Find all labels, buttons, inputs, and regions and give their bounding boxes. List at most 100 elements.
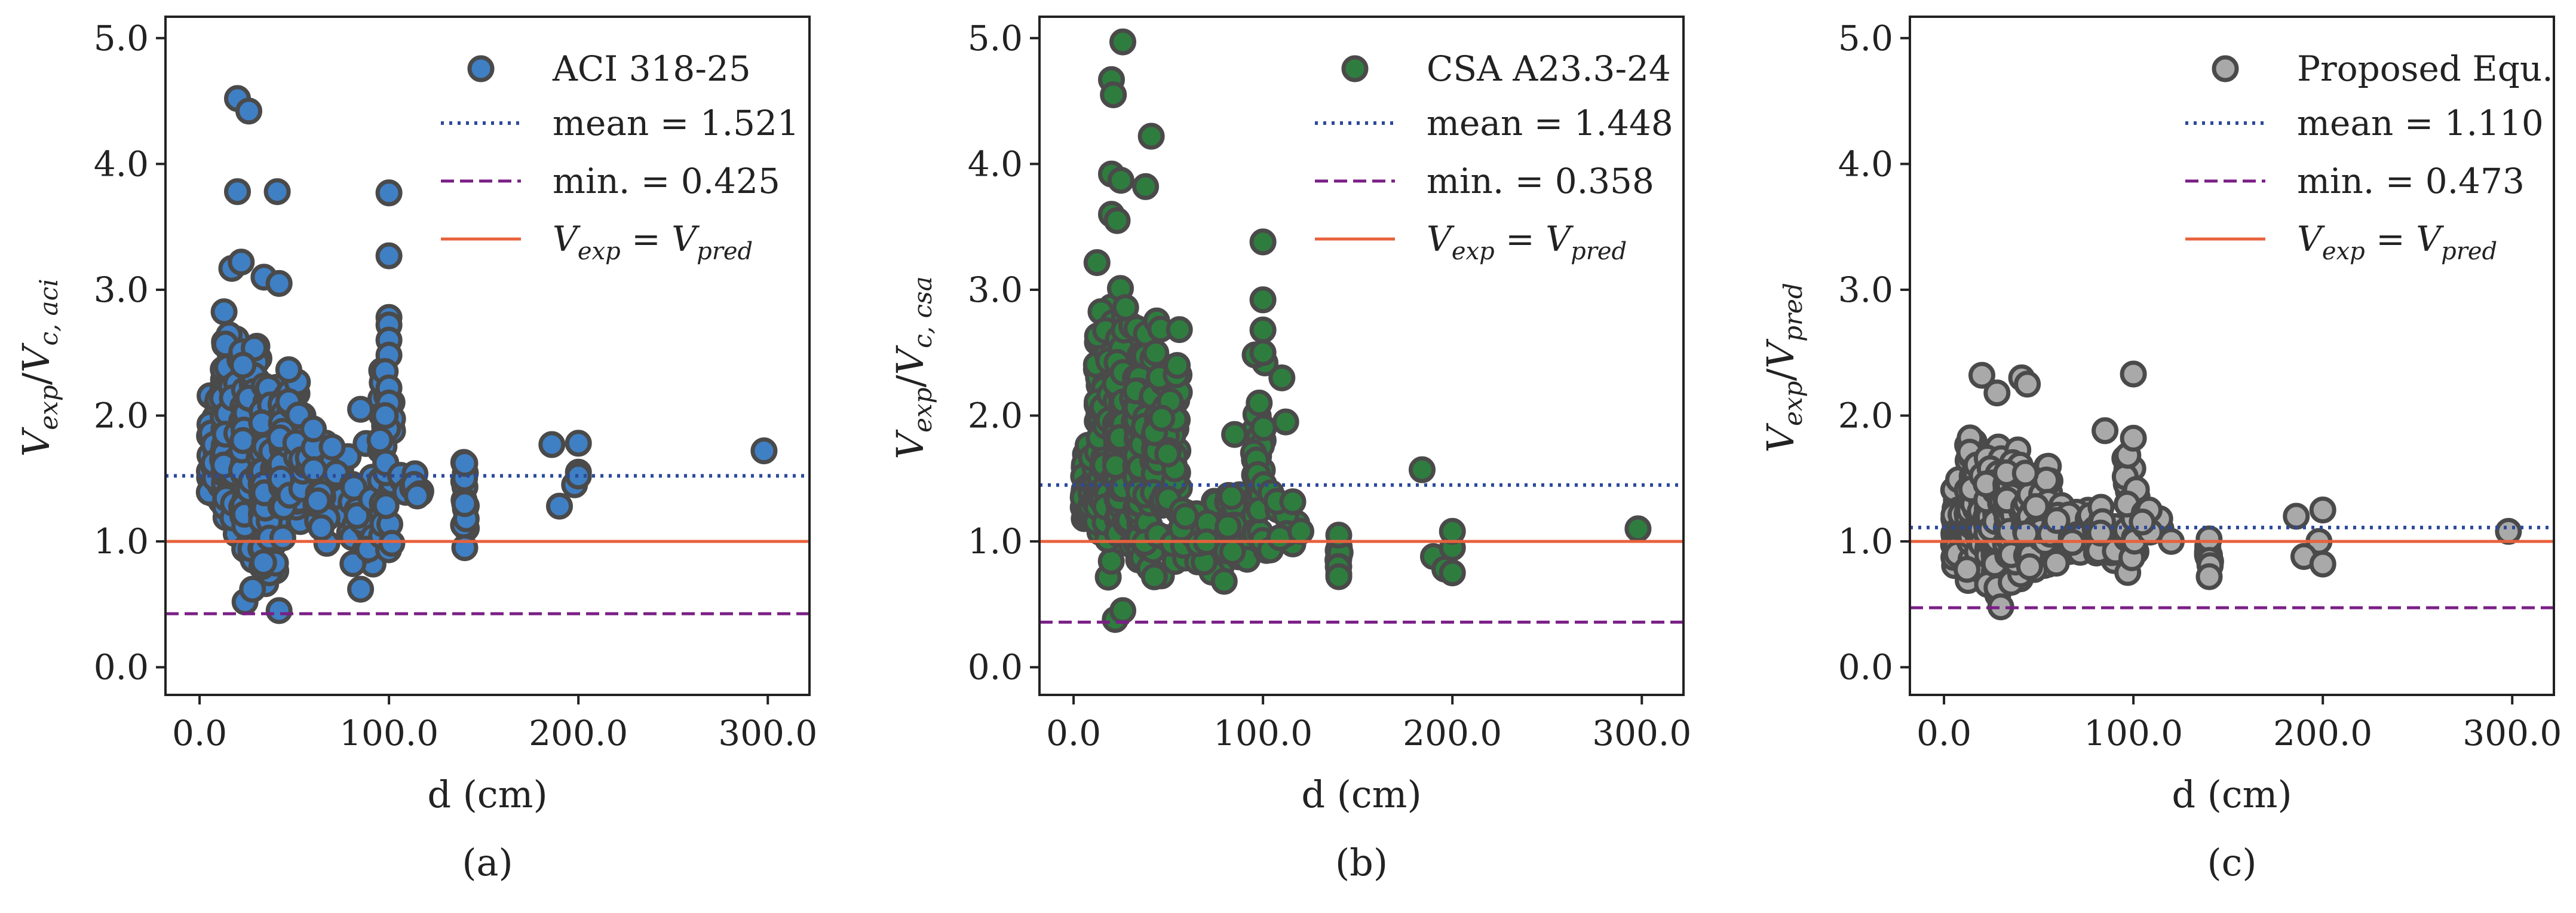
scatter-point (2309, 550, 2336, 578)
legend-mean-label: mean = 1.521 (553, 103, 799, 143)
scatter-points (1069, 28, 1652, 633)
legend-series-label: CSA A23.3-24 (1427, 48, 1671, 89)
legend-marker (467, 55, 495, 82)
scatter-point (347, 575, 375, 603)
scatter-points (195, 85, 778, 624)
scatter-point (366, 427, 394, 454)
scatter-point (300, 415, 327, 443)
scatter-point (265, 269, 293, 297)
reference-lines (165, 474, 809, 615)
x-axis-label: d (cm) (427, 773, 547, 816)
y-tick-label: 4.0 (968, 143, 1023, 184)
scatter-point (265, 597, 293, 624)
legend-min-label: min. = 0.473 (2297, 161, 2525, 201)
x-tick-label: 100.0 (339, 713, 438, 753)
y-axis: 0.0 1.0 2.0 3.0 4.0 5.0 (94, 18, 165, 688)
legend-unity-label: Vexp = Vpred (2297, 219, 2497, 265)
legend-mean-label: mean = 1.448 (1427, 103, 1673, 143)
y-tick-label: 2.0 (1838, 396, 1893, 436)
scatter-point (308, 514, 335, 541)
scatter-point (304, 487, 332, 514)
legend: ACI 318-25 mean = 1.521 min. = 0.425 Vexp =… (441, 48, 799, 265)
scatter-point (1439, 559, 1466, 587)
scatter-point (2022, 493, 2050, 520)
scatter-point (239, 575, 266, 603)
y-tick-label: 4.0 (94, 143, 149, 184)
scatter-point (538, 431, 566, 458)
scatter-point (1103, 207, 1131, 234)
scatter-point (2016, 553, 2043, 580)
scatter-point (1164, 352, 1191, 379)
legend-mean-label: mean = 1.110 (2297, 103, 2544, 143)
scatter-point (1172, 503, 1200, 530)
legend: CSA A23.3-24 mean = 1.448 min. = 0.358 Vexp… (1315, 48, 1673, 265)
y-tick-label: 0.0 (94, 647, 149, 688)
scatter-point (1246, 390, 1273, 416)
y-axis-label: Vexp/Vc, aci (14, 278, 63, 456)
x-axis-label: d (cm) (2172, 773, 2292, 816)
reference-lines (1039, 483, 1683, 624)
scatter-point (451, 490, 479, 517)
scatter-point (2043, 507, 2071, 534)
y-tick-label: 5.0 (94, 18, 149, 59)
y-tick-label: 1.0 (968, 521, 1023, 562)
scatter-point (1154, 440, 1182, 468)
legend: Proposed Equ. mean = 1.110 min. = 0.473 Vex… (2185, 48, 2553, 265)
scatter-point (565, 430, 592, 457)
scatter-point (546, 492, 573, 520)
scatter-point (1100, 81, 1127, 109)
scatter-point (235, 97, 262, 125)
scatter-point (375, 242, 403, 269)
scatter-point (1148, 405, 1176, 432)
x-tick-label: 100.0 (2084, 713, 2183, 753)
scatter-point (2092, 417, 2119, 445)
scatter-point (1279, 488, 1307, 516)
scatter-point (378, 529, 406, 557)
x-tick-label: 200.0 (1403, 713, 1502, 753)
x-tick-label: 300.0 (1592, 713, 1691, 753)
scatter-point (1132, 173, 1160, 200)
scatter-point (1210, 568, 1238, 595)
scatter-point (1107, 167, 1134, 194)
legend-series-label: Proposed Equ. (2297, 48, 2553, 89)
scatter-point (263, 178, 291, 206)
scatter-point (250, 549, 277, 577)
scatter-point (404, 482, 431, 510)
scatter-point (1287, 517, 1314, 545)
scatter-point (229, 351, 257, 379)
scatter-point (750, 437, 778, 464)
y-tick-label: 5.0 (968, 18, 1023, 59)
panel-caption: (b) (1335, 841, 1388, 884)
axes-frame (1909, 16, 2555, 696)
legend-unity-label: Vexp = Vpred (1427, 219, 1627, 265)
scatter-point (2195, 563, 2223, 590)
scatter-point (1109, 28, 1136, 56)
x-tick-label: 100.0 (1213, 713, 1312, 753)
y-tick-label: 2.0 (968, 396, 1023, 436)
scatter-point (318, 433, 346, 461)
y-axis-label: Vexp/Vc, csa (888, 276, 937, 459)
x-axis: 0.0 100.0 200.0 300.0 (172, 695, 817, 753)
panel-a: 0.0 1.0 2.0 3.0 4.0 5.0 0.0 100.0 200.0 300.0 d (c… (14, 16, 817, 884)
legend-min-label: min. = 0.425 (553, 161, 780, 201)
scatter-point (224, 178, 251, 206)
scatter-point (1249, 316, 1277, 344)
scatter-point (451, 450, 479, 477)
legend-unity-label: Vexp = Vpred (553, 219, 753, 265)
scatter-point (347, 396, 375, 423)
scatter-point (1954, 556, 1980, 583)
y-tick-label: 3.0 (1838, 269, 1893, 310)
scatter-point (1325, 563, 1353, 590)
scatter-point (1249, 228, 1277, 256)
scatter-point (2120, 424, 2147, 452)
scatter-point (1983, 379, 2011, 407)
scatter-point (269, 524, 296, 552)
scatter-point (1109, 597, 1136, 624)
x-tick-label: 200.0 (2273, 713, 2372, 753)
scatter-point (2129, 508, 2156, 536)
legend-marker (2212, 55, 2239, 82)
y-tick-label: 3.0 (968, 269, 1023, 310)
y-axis: 0.0 1.0 2.0 3.0 4.0 5.0 (1838, 18, 1910, 688)
scatter-point (2120, 360, 2147, 388)
scatter-point (1140, 563, 1168, 590)
